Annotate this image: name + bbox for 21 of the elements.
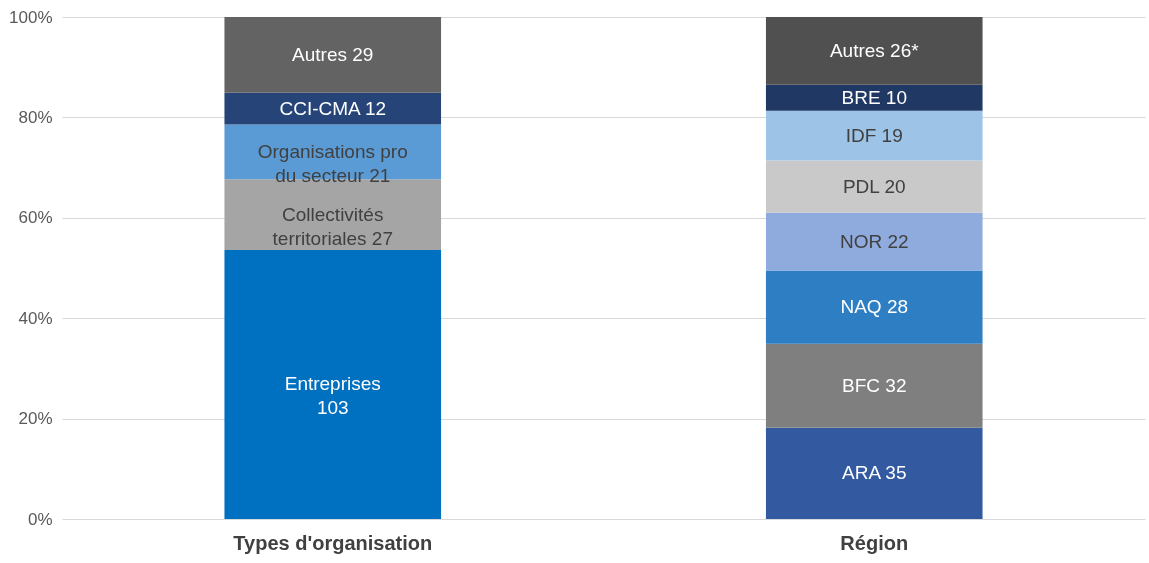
data-label: BRE 10 xyxy=(841,86,907,108)
data-label: CCI-CMA 12 xyxy=(279,97,387,119)
data-label: IDF 19 xyxy=(845,124,903,146)
data-label: Entreprises 103 xyxy=(284,373,381,419)
y-tick-label: 80% xyxy=(18,107,53,127)
y-tick-label: 20% xyxy=(18,409,53,429)
data-label: Autres 26* xyxy=(829,39,920,61)
y-tick-label: 100% xyxy=(9,7,53,27)
data-label: Organisations pro du secteur 21 xyxy=(257,140,408,186)
data-label: PDL 20 xyxy=(842,175,906,197)
data-label: ARA 35 xyxy=(842,462,907,484)
data-label: NAQ 28 xyxy=(840,296,909,318)
x-tick-label: Région xyxy=(840,531,909,554)
y-tick-label: 40% xyxy=(18,308,53,328)
y-tick-label: 60% xyxy=(18,208,53,228)
data-label: Autres 29 xyxy=(292,43,374,65)
data-label: Collectivités territoriales 27 xyxy=(272,203,393,249)
y-tick-label: 0% xyxy=(27,509,53,529)
data-label: NOR 22 xyxy=(839,230,909,252)
x-tick-label: Types d'organisation xyxy=(233,531,433,554)
data-label: BFC 32 xyxy=(842,374,907,396)
